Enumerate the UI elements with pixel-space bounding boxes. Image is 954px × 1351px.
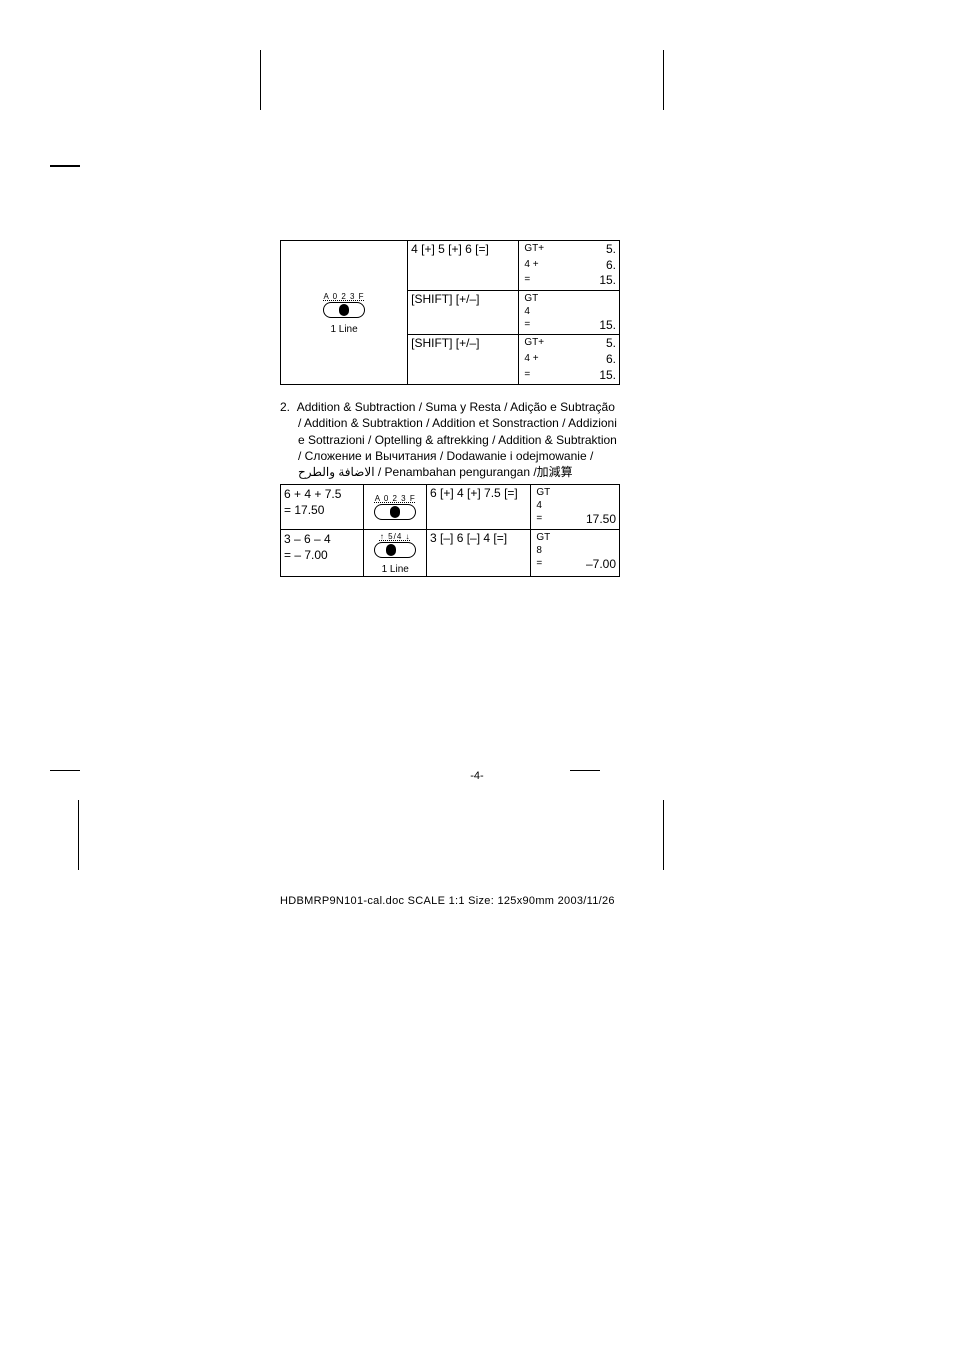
display-sym: 4 + [522,352,538,368]
display-val: 15. [599,368,616,384]
display-sym: GT [522,292,538,305]
equation-line: 6 + 4 + 7.5 [284,486,360,502]
input-cell: 6 [+] 4 [+] 7.5 [=] [427,485,531,530]
display-val: 15. [599,318,616,334]
table-1: A 0 2 3 F 1 Line 4 [+] 5 [+] 6 [=] GT+ 5.… [280,240,620,385]
section-text: Addition & Subtraction / Suma y Resta / … [297,400,617,479]
display-val: 6. [606,258,616,274]
input-text: 6 [+] 4 [+] 7.5 [=] [430,486,527,500]
equation-line: = – 7.00 [284,547,360,563]
section-num: 2. [280,400,290,414]
display-val: 17.50 [586,512,616,528]
input-cell: 3 [–] 6 [–] 4 [=] [427,529,531,576]
display-cell: GT 4 = 15. [519,290,620,335]
display-val: 5. [606,242,616,258]
input-cell: [SHIFT] [+/–] [408,335,519,385]
display-sym: 4 + [522,258,538,274]
switch-2b: ↑ 5/4 ↓ [374,532,416,558]
display-sym: GT [534,531,550,544]
switch-2a: A 0 2 3 F [374,494,416,520]
display-sym: = [534,512,542,528]
one-line-label: 1 Line [284,324,404,335]
display-sym: 4 [534,499,542,512]
display-cell: GT 8 = –7.00 [531,529,620,576]
display-sym: = [534,557,542,573]
display-sym: = [522,318,530,334]
equation-cell: 3 – 6 – 4 = – 7.00 [281,529,364,576]
footer-text: HDBMRP9N101-cal.doc SCALE 1:1 Size: 125x… [280,895,615,907]
page-content: A 0 2 3 F 1 Line 4 [+] 5 [+] 6 [=] GT+ 5.… [280,240,620,577]
crop-mark [78,800,79,870]
switch-body [374,504,416,520]
switch-label: A 0 2 3 F [374,494,416,503]
page-number: -4- [0,770,954,782]
input-cell: 4 [+] 5 [+] 6 [=] [408,241,519,291]
display-val: –7.00 [586,557,616,573]
display-val: 15. [599,273,616,289]
crop-mark [663,50,664,110]
display-val: 6. [606,352,616,368]
crop-mark [260,50,261,110]
one-line-label: 1 Line [367,564,423,575]
switch-knob [390,506,400,518]
switch-1: A 0 2 3 F [323,292,365,318]
display-sym: GT [534,486,550,499]
display-sym: = [522,368,530,384]
display-sym: GT+ [522,242,544,258]
display-cell: GT+ 5. 4 + 6. = 15. [519,241,620,291]
switch-label: A 0 2 3 F [323,292,365,301]
display-cell: GT 4 = 17.50 [531,485,620,530]
table-2: 6 + 4 + 7.5 = 17.50 A 0 2 3 F 6 [+] 4 [+… [280,484,620,577]
display-cell: GT+ 5. 4 + 6. = 15. [519,335,620,385]
display-sym: 8 [534,544,542,557]
display-sym: = [522,273,530,289]
switch-knob [339,304,349,316]
switch-body [323,302,365,318]
switch-body [374,542,416,558]
display-val: 5. [606,336,616,352]
equation-cell: 6 + 4 + 7.5 = 17.50 [281,485,364,530]
equation-line: 3 – 6 – 4 [284,531,360,547]
switch-knob [386,544,396,556]
display-sym: GT+ [522,336,544,352]
input-cell: [SHIFT] [+/–] [408,290,519,335]
crop-mark [50,166,80,167]
equation-line: = 17.50 [284,502,360,518]
display-sym: 4 [522,305,530,318]
crop-mark [663,800,664,870]
switch-label: ↑ 5/4 ↓ [374,532,416,541]
section-2-heading: 2. Addition & Subtraction / Suma y Resta… [280,399,620,480]
